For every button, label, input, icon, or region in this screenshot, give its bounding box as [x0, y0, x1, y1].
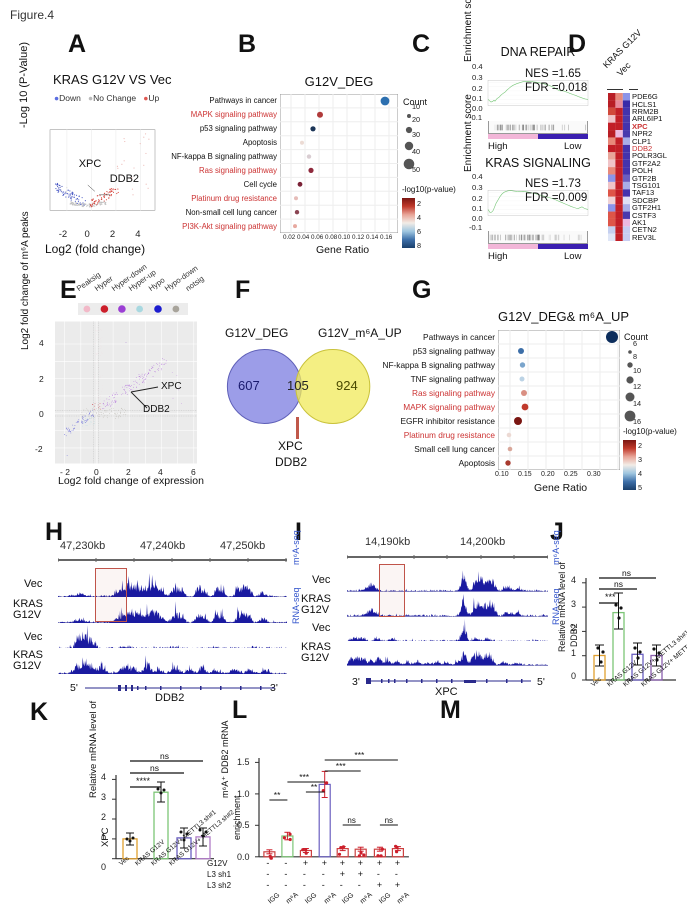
svg-text:ns: ns [385, 816, 393, 825]
svg-text:***: *** [354, 750, 365, 760]
svg-text:**: ** [274, 790, 281, 800]
svg-text:ns: ns [347, 816, 355, 825]
svg-text:***: *** [336, 761, 347, 771]
svg-text:***: *** [299, 772, 310, 782]
svg-text:**: ** [311, 782, 318, 792]
